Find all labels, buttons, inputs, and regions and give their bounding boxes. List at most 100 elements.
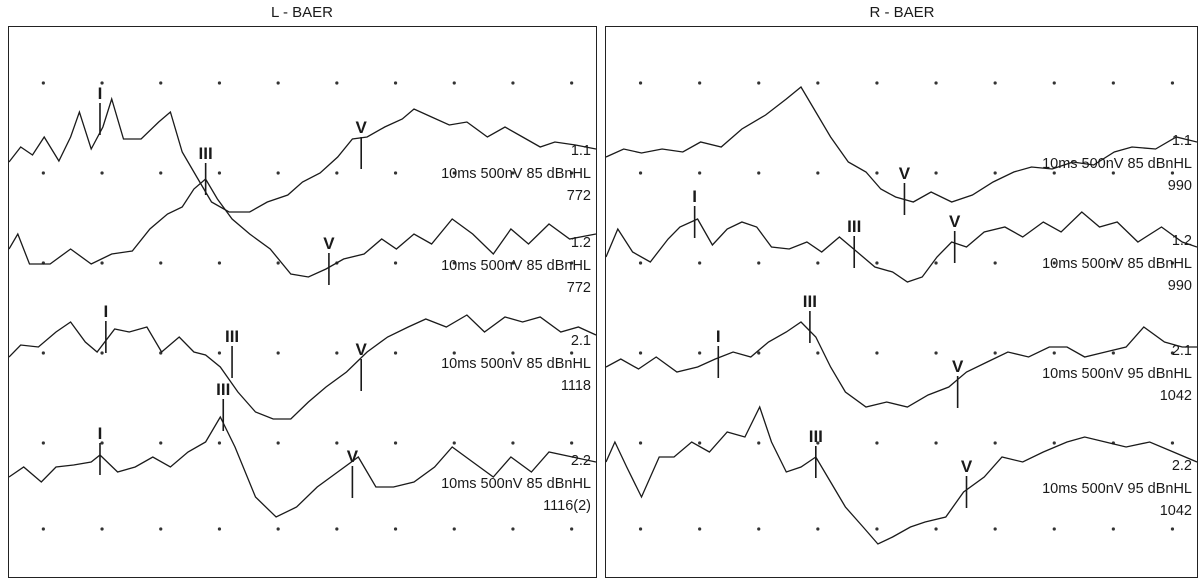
trace-settings-label: 10ms 500nV 85 dBnHL [441, 166, 591, 182]
grid-dot [159, 441, 163, 445]
grid-dot [159, 81, 163, 85]
grid-dot [875, 441, 879, 445]
grid-dot [1170, 81, 1175, 85]
grid-dot [41, 351, 45, 355]
grid-dot [875, 527, 879, 531]
grid-dot [511, 171, 515, 175]
trace-count-label: 1118 [561, 378, 591, 394]
right-baer-panel: V 1.1 10ms 500nV 85 dBnHL 990 I III V 1.2 10ms 5… [605, 26, 1198, 578]
wave-marker-label: V [952, 357, 964, 376]
wave-marker-label: I [98, 84, 103, 103]
trace-settings-label: 10ms 500nV 95 dBnHL [1042, 481, 1192, 497]
trace-count-label: 1042 [1160, 503, 1192, 519]
grid-dot [757, 171, 761, 175]
trace-settings-label: 10ms 500nV 85 dBnHL [441, 258, 591, 274]
grid-dot [217, 261, 222, 265]
grid-dot [638, 261, 643, 265]
grid-dot [159, 171, 163, 175]
wave-marker-label: V [347, 447, 359, 466]
wave-marker-label: I [716, 327, 721, 346]
grid-dot [41, 441, 45, 445]
grid-dot [335, 527, 339, 531]
grid-dot [934, 527, 938, 531]
grid-dot [934, 261, 938, 265]
left-panel-title: L - BAER [271, 4, 333, 21]
grid-dot [217, 441, 222, 445]
grid-dot [934, 81, 938, 85]
grid-dot [1052, 81, 1056, 85]
wave-marker-label: III [847, 217, 861, 236]
wave-marker-label: III [216, 380, 230, 399]
grid-dot [993, 171, 997, 175]
grid-dot [217, 171, 222, 175]
trace-count-label: 990 [1168, 178, 1192, 194]
grid-dot [875, 81, 879, 85]
grid-dot [993, 261, 997, 265]
trace-settings-label: 10ms 500nV 95 dBnHL [1042, 366, 1192, 382]
grid-dot [276, 441, 280, 445]
grid-dot [452, 527, 456, 531]
grid-dot [698, 81, 702, 85]
wave-marker-label: V [356, 340, 368, 359]
grid-dot [638, 171, 643, 175]
grid-dot [698, 351, 702, 355]
grid-dot [934, 441, 938, 445]
grid-dot [816, 171, 820, 175]
right-trace-2-2 [606, 405, 1197, 545]
trace-settings-label: 10ms 500nV 85 dBnHL [441, 476, 591, 492]
grid-dot [393, 527, 398, 531]
wave-marker-label: V [961, 457, 973, 476]
grid-dot [1170, 261, 1175, 265]
left-trace-2-1 [9, 314, 596, 420]
grid-dot [1052, 527, 1056, 531]
wave-marker-label: I [98, 424, 103, 443]
right-trace-1-1 [606, 86, 1197, 203]
grid-dot [335, 171, 339, 175]
grid-dot [393, 81, 398, 85]
left-baer-plot: I V 1.1 10ms 500nV 85 dBnHL 772 III V 1.2 10ms 5… [9, 81, 596, 531]
grid-dot [511, 441, 515, 445]
grid-dot [570, 171, 574, 175]
grid-dot [875, 171, 879, 175]
grid-dot [816, 81, 820, 85]
grid-dot [1111, 171, 1115, 175]
trace-id-label: 2.1 [571, 333, 591, 349]
left-trace-1-2 [9, 178, 596, 278]
right-panel-title: R - BAER [869, 4, 935, 21]
grid-dot [757, 81, 761, 85]
grid-dot [638, 351, 643, 355]
grid-dot [875, 351, 879, 355]
grid-dot [993, 81, 997, 85]
grid-dot [934, 351, 938, 355]
wave-marker-label: V [323, 234, 335, 253]
grid-dot [452, 81, 456, 85]
grid-dot [993, 527, 997, 531]
grid-dot [1111, 261, 1115, 265]
grid-dot [100, 81, 104, 85]
grid-dot [1052, 171, 1056, 175]
grid-dot [276, 171, 280, 175]
grid-dot [1111, 527, 1115, 531]
grid-dot [393, 351, 398, 355]
wave-marker-label: III [225, 327, 239, 346]
trace-id-label: 1.1 [1172, 133, 1192, 149]
grid-dot [511, 527, 515, 531]
grid-dot [1052, 261, 1056, 265]
trace-id-label: 2.2 [571, 453, 591, 469]
wave-marker-label: III [809, 427, 823, 446]
grid-dot [335, 351, 339, 355]
grid-dot [41, 81, 45, 85]
grid-dot [452, 441, 456, 445]
grid-dot [816, 527, 820, 531]
trace-id-label: 1.1 [571, 143, 591, 159]
grid-dot [335, 81, 339, 85]
grid-dot [875, 261, 879, 265]
wave-marker-label: III [803, 292, 817, 311]
grid-dot [276, 351, 280, 355]
grid-dot [41, 171, 45, 175]
right-trace-2-1 [606, 321, 1197, 408]
grid-dot [100, 171, 104, 175]
trace-count-label: 1042 [1160, 388, 1192, 404]
trace-count-label: 772 [567, 280, 591, 296]
grid-dot [100, 351, 104, 355]
